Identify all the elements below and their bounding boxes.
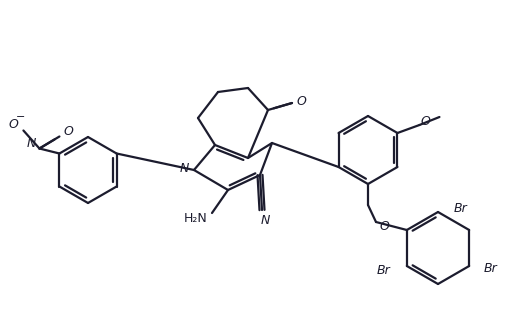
Text: H₂N: H₂N bbox=[184, 213, 208, 225]
Text: Br: Br bbox=[454, 202, 468, 214]
Text: −: − bbox=[16, 111, 25, 121]
Text: O: O bbox=[64, 125, 74, 138]
Text: Br: Br bbox=[377, 264, 391, 276]
Text: O: O bbox=[379, 220, 389, 233]
Text: O: O bbox=[296, 95, 306, 108]
Text: O: O bbox=[8, 118, 18, 131]
Text: O: O bbox=[421, 114, 430, 128]
Text: Br: Br bbox=[483, 262, 497, 275]
Text: N: N bbox=[27, 137, 36, 150]
Text: N: N bbox=[261, 214, 270, 226]
Text: N: N bbox=[179, 162, 189, 174]
